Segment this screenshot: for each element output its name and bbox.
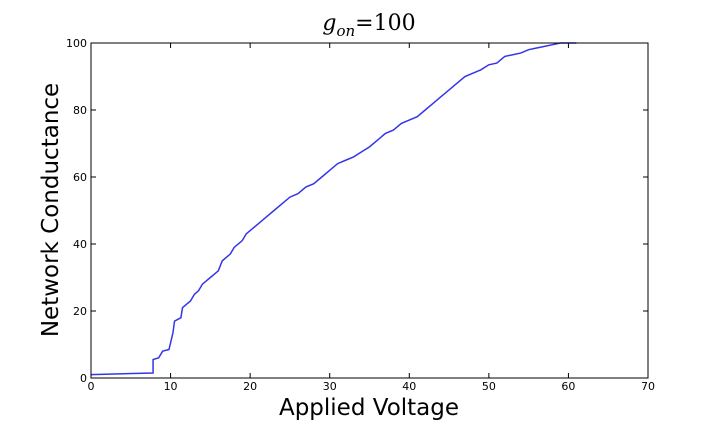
x-tick-label: 50 <box>482 380 496 393</box>
x-tick-label: 0 <box>88 380 95 393</box>
y-tick-label: 0 <box>80 372 87 385</box>
title-subscript: on <box>336 22 355 40</box>
data-line <box>90 42 577 376</box>
y-tick-label: 80 <box>73 104 87 117</box>
y-axis-label: Network Conductance <box>38 83 64 337</box>
x-tick-label: 60 <box>561 380 575 393</box>
y-tick-label: 60 <box>73 171 87 184</box>
chart-title: gon=100 <box>322 11 415 40</box>
y-tick-label: 40 <box>73 238 87 251</box>
title-rest: =100 <box>355 11 415 36</box>
x-tick-label: 70 <box>641 380 655 393</box>
x-tick-label: 30 <box>323 380 337 393</box>
y-tick-label: 100 <box>66 37 87 50</box>
title-symbol: g <box>322 11 336 36</box>
x-tick-label: 40 <box>402 380 416 393</box>
x-axis-label: Applied Voltage <box>279 395 459 421</box>
x-tick-label: 10 <box>164 380 178 393</box>
y-tick-label: 20 <box>73 305 87 318</box>
x-tick-label: 20 <box>243 380 257 393</box>
plot-frame <box>90 42 649 379</box>
